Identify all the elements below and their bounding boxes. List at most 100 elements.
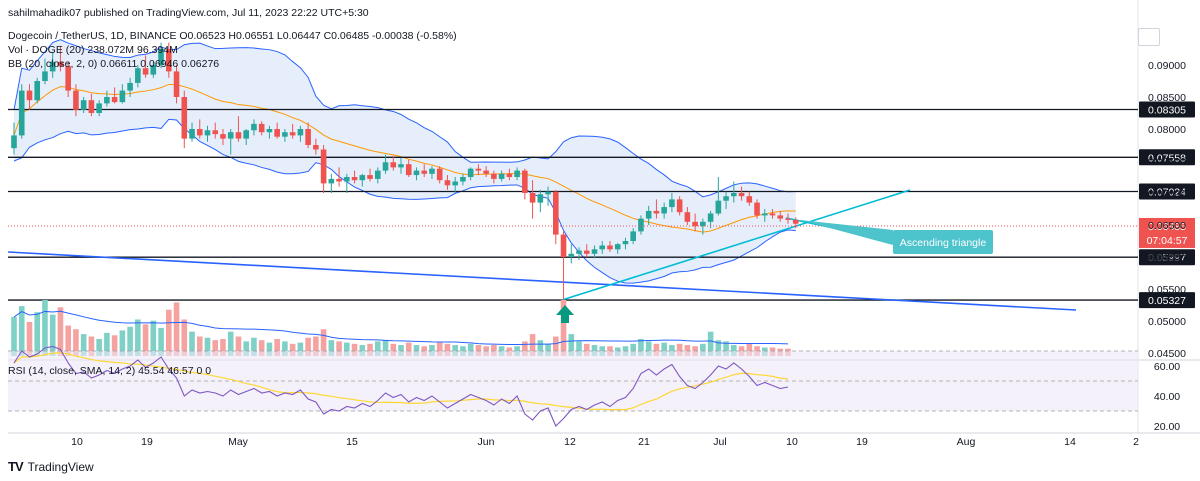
volume-bar bbox=[351, 343, 358, 356]
candle bbox=[88, 93, 95, 117]
level-tag bbox=[1139, 149, 1195, 166]
candle bbox=[390, 155, 397, 171]
volume-legend: Vol · DOGE (20) 238.072M 96.394M bbox=[8, 44, 178, 56]
candle-body bbox=[452, 181, 458, 186]
candle-body bbox=[204, 130, 211, 136]
candle-body bbox=[42, 71, 48, 81]
annotations: 0.06485 07:04:57 Ascending triangle bbox=[8, 217, 1195, 323]
volume-bar bbox=[398, 345, 404, 356]
candle-body bbox=[622, 241, 629, 245]
candle bbox=[119, 84, 126, 104]
volume-bar bbox=[181, 319, 188, 356]
callout-text: Ascending triangle bbox=[900, 237, 987, 249]
candle-body bbox=[243, 130, 249, 139]
candle-body bbox=[266, 129, 273, 133]
volume-bar bbox=[684, 345, 691, 356]
candle-body bbox=[738, 193, 745, 197]
volume-bar bbox=[150, 320, 157, 356]
candle bbox=[568, 244, 575, 264]
volume-bar bbox=[251, 337, 257, 356]
candle-body bbox=[560, 234, 567, 257]
volume-bar bbox=[723, 341, 729, 356]
volume-bar bbox=[700, 343, 706, 356]
layers-icon[interactable] bbox=[1138, 28, 1160, 46]
candle-body bbox=[11, 135, 17, 149]
candle bbox=[436, 166, 443, 184]
candle bbox=[320, 145, 327, 193]
price-tick-label: 0.04500 bbox=[1148, 348, 1186, 360]
candle bbox=[684, 207, 691, 225]
volume-bar bbox=[467, 343, 474, 356]
candle-body bbox=[73, 90, 79, 110]
volume-bar bbox=[57, 307, 64, 356]
candle-body bbox=[707, 213, 714, 222]
candle-body bbox=[498, 173, 505, 179]
candle-body bbox=[769, 213, 776, 216]
volume-bar bbox=[212, 340, 219, 356]
time-tick-label: 12 bbox=[564, 436, 576, 448]
volume-bar bbox=[111, 335, 118, 356]
candle-body bbox=[158, 49, 164, 65]
volume-bar bbox=[344, 342, 350, 356]
candle bbox=[475, 164, 482, 176]
candle bbox=[42, 58, 48, 85]
volume-bar bbox=[220, 338, 226, 356]
candle-body bbox=[166, 49, 172, 72]
support-resistance-levels: 0.08305 0.07558 0.07024 0.05997 0.05327 bbox=[8, 101, 1195, 309]
candle-body bbox=[761, 213, 768, 216]
volume-bar bbox=[669, 345, 675, 356]
candle-body bbox=[777, 215, 784, 219]
candle bbox=[274, 122, 280, 139]
volume-bar bbox=[715, 340, 722, 356]
candle-body bbox=[111, 97, 118, 103]
volume-bar bbox=[746, 343, 753, 356]
time-tick-label: 14 bbox=[1064, 436, 1076, 448]
time-tick-label: 21 bbox=[638, 436, 650, 448]
rsi-pane bbox=[8, 345, 1138, 427]
candle bbox=[135, 65, 141, 88]
level-tag bbox=[1139, 183, 1195, 200]
candle-body bbox=[684, 212, 691, 222]
volume-bar bbox=[653, 343, 660, 356]
candle-body bbox=[522, 170, 528, 193]
candle-body bbox=[692, 221, 698, 227]
candle bbox=[111, 87, 118, 104]
candle-body bbox=[104, 97, 110, 104]
volume-bar bbox=[707, 331, 714, 356]
volume-bar bbox=[204, 337, 211, 356]
candle bbox=[452, 177, 458, 193]
legend-row: Dogecoin / TetherUS, 1D, BINANCE O0.0652… bbox=[8, 30, 457, 42]
candle-body bbox=[274, 129, 280, 137]
candle bbox=[57, 45, 64, 72]
candle bbox=[754, 199, 760, 219]
candle-body bbox=[227, 132, 234, 139]
candle-body bbox=[80, 100, 87, 110]
candle bbox=[529, 180, 536, 219]
bb-legend: BB (20, close, 2, 0) 0.06611 0.06946 0.0… bbox=[8, 58, 220, 70]
candle bbox=[653, 199, 660, 219]
candle-body bbox=[289, 132, 296, 136]
candle bbox=[777, 210, 784, 222]
candle-body bbox=[583, 250, 590, 254]
candle bbox=[723, 191, 729, 209]
candle-body bbox=[142, 68, 149, 75]
volume-bar bbox=[26, 321, 33, 356]
price-tick-label: 0.09000 bbox=[1148, 60, 1186, 72]
candle-body bbox=[731, 193, 737, 197]
candle bbox=[460, 173, 466, 186]
time-tick-label: Jul bbox=[713, 436, 726, 448]
candle bbox=[622, 237, 629, 250]
volume-bar bbox=[142, 324, 149, 356]
candle bbox=[553, 189, 559, 245]
candle-body bbox=[336, 178, 342, 182]
volume-bar bbox=[645, 341, 652, 356]
candle-body bbox=[282, 132, 288, 137]
candle bbox=[382, 154, 389, 174]
price-tick-label: 0.07000 bbox=[1148, 188, 1186, 200]
volume-bar bbox=[591, 345, 598, 356]
price-tick-label: 0.06000 bbox=[1148, 252, 1186, 264]
countdown-label: 07:04:57 bbox=[1147, 235, 1188, 247]
symbol-title: Dogecoin / TetherUS, 1D, BINANCE bbox=[8, 30, 177, 42]
candle bbox=[305, 122, 311, 149]
